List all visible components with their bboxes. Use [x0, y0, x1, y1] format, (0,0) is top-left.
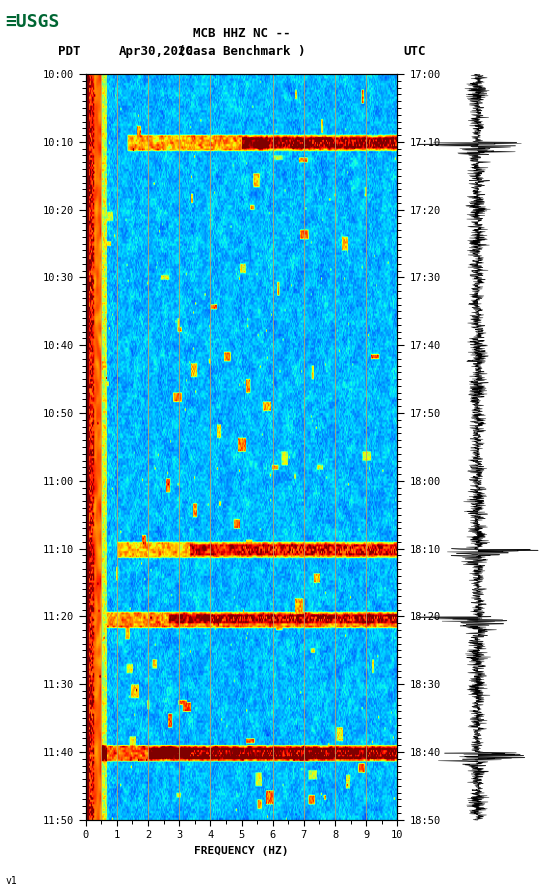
Text: v1: v1 — [6, 876, 17, 886]
Text: Apr30,2020: Apr30,2020 — [119, 45, 194, 58]
X-axis label: FREQUENCY (HZ): FREQUENCY (HZ) — [194, 846, 289, 855]
Text: UTC: UTC — [403, 45, 426, 58]
Text: ≡USGS: ≡USGS — [6, 13, 60, 31]
Text: (Casa Benchmark ): (Casa Benchmark ) — [178, 45, 305, 58]
Text: MCB HHZ NC --: MCB HHZ NC -- — [193, 27, 290, 40]
Text: PDT: PDT — [58, 45, 81, 58]
